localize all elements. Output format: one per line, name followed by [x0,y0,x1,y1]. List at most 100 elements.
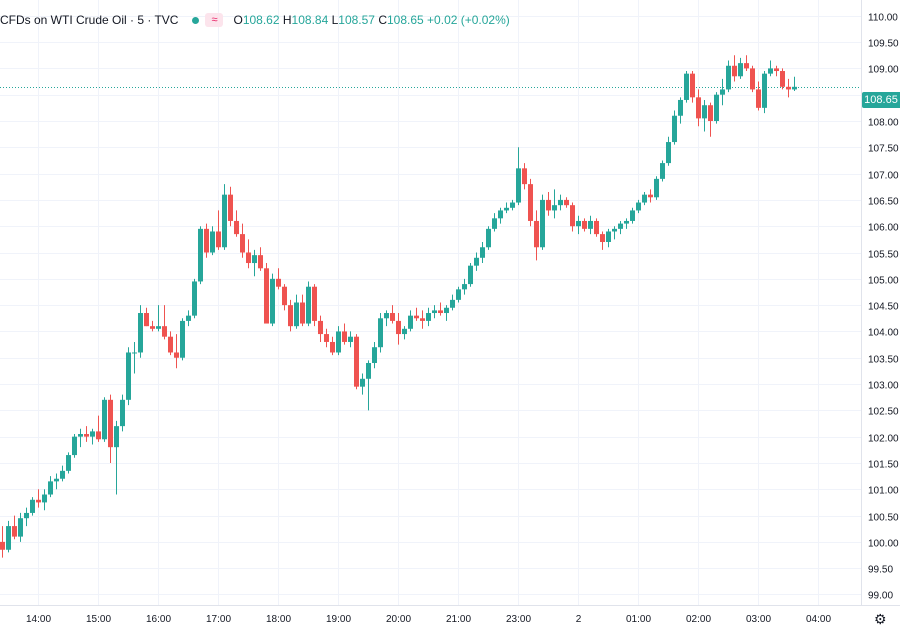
candle[interactable] [12,515,17,540]
candle[interactable] [132,341,137,374]
candle[interactable] [366,360,371,411]
candle[interactable] [780,68,785,90]
candle[interactable] [654,176,659,200]
candle[interactable] [474,252,479,271]
candle[interactable] [618,220,623,235]
candle[interactable] [246,239,251,269]
candle[interactable] [42,489,47,511]
candle[interactable] [180,318,185,361]
candle[interactable] [684,71,689,103]
candle[interactable] [60,465,65,482]
candle[interactable] [396,313,401,345]
candle[interactable] [144,307,149,327]
candle[interactable] [90,428,95,445]
candle[interactable] [252,249,257,277]
candle[interactable] [480,242,485,264]
candle[interactable] [522,163,527,190]
candle[interactable] [390,305,395,324]
candle[interactable] [702,99,707,132]
candle[interactable] [54,473,59,490]
candle[interactable] [660,160,665,182]
candle[interactable] [678,97,683,124]
candle[interactable] [198,226,203,285]
candle[interactable] [360,373,365,395]
candle[interactable] [384,310,389,327]
candle[interactable] [402,326,407,340]
candle[interactable] [588,215,593,235]
candle[interactable] [300,294,305,327]
candle[interactable] [210,226,215,256]
candle[interactable] [378,313,383,353]
candle[interactable] [708,102,713,137]
symbol-title[interactable]: CFDs on WTI Crude Oil · 5 · TVC [0,13,179,27]
candle[interactable] [348,331,353,348]
candle[interactable] [534,210,539,261]
candle[interactable] [192,278,197,319]
candle[interactable] [294,294,299,329]
candle[interactable] [714,92,719,124]
candle[interactable] [504,202,509,214]
candle[interactable] [432,305,437,319]
wave-icon[interactable]: ≈ [205,13,224,27]
candle[interactable] [468,263,473,287]
candle[interactable] [570,202,575,232]
candle[interactable] [606,228,611,248]
candle[interactable] [510,199,515,211]
candle[interactable] [306,281,311,327]
candle[interactable] [756,81,761,111]
candle[interactable] [324,328,329,348]
candle[interactable] [564,197,569,208]
candle[interactable] [6,520,11,553]
candle[interactable] [774,65,779,77]
candle[interactable] [624,218,629,229]
candle[interactable] [372,341,377,369]
candle[interactable] [750,65,755,93]
candle[interactable] [672,110,677,145]
gear-icon[interactable]: ⚙ [874,611,887,627]
candle[interactable] [420,310,425,329]
candle[interactable] [576,215,581,235]
candle[interactable] [120,394,125,432]
candle[interactable] [738,57,743,79]
candle[interactable] [648,189,653,203]
candle[interactable] [552,189,557,219]
candle[interactable] [744,55,749,72]
candle[interactable] [0,526,5,558]
candle[interactable] [732,55,737,82]
candle[interactable] [486,226,491,250]
candle[interactable] [408,310,413,332]
candle[interactable] [414,307,419,321]
candle[interactable] [288,299,293,332]
candle[interactable] [666,136,671,166]
candle[interactable] [462,278,467,295]
candle[interactable] [240,223,245,258]
candle[interactable] [768,60,773,77]
candle[interactable] [546,192,551,216]
candle[interactable] [450,294,455,311]
candle[interactable] [78,428,83,448]
candle[interactable] [528,178,533,227]
candle[interactable] [600,231,605,250]
candle[interactable] [438,302,443,316]
candle[interactable] [330,336,335,356]
candle[interactable] [156,305,161,332]
candle[interactable] [216,210,221,250]
candle[interactable] [282,284,287,311]
candle[interactable] [168,331,173,356]
candle[interactable] [264,263,269,324]
candle[interactable] [162,305,167,340]
candle[interactable] [792,76,797,92]
candle[interactable] [762,71,767,114]
candle[interactable] [726,60,731,93]
candle[interactable] [270,273,275,327]
candle[interactable] [174,334,179,369]
candle[interactable] [18,512,23,542]
candle[interactable] [108,394,113,463]
candle[interactable] [318,315,323,342]
candle[interactable] [444,305,449,321]
candle[interactable] [594,218,599,237]
candle[interactable] [66,452,71,474]
candle[interactable] [696,89,701,127]
candle[interactable] [24,507,29,527]
